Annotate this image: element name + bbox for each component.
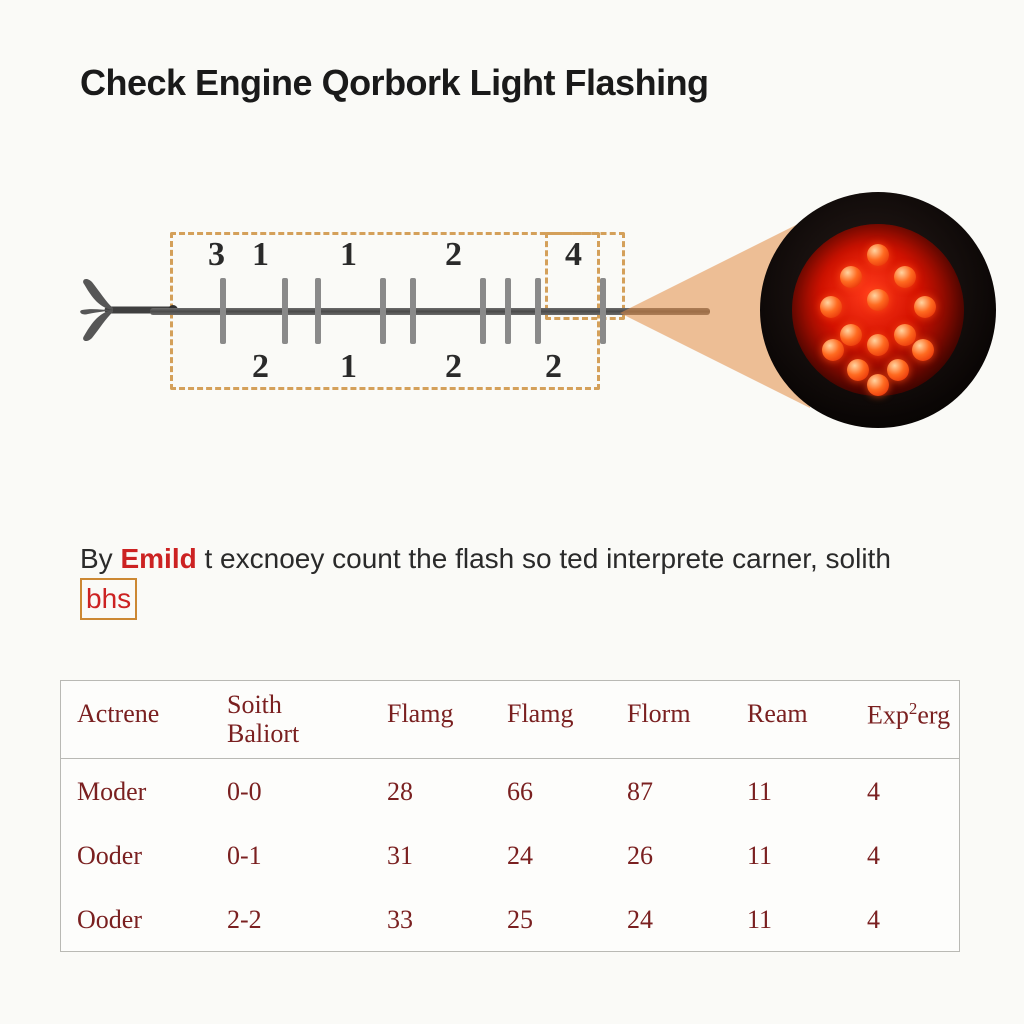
table-cell: 31 bbox=[371, 823, 491, 887]
led-dot bbox=[914, 296, 936, 318]
table-cell: 33 bbox=[371, 887, 491, 951]
timeline-tick bbox=[220, 278, 226, 344]
led-lamp bbox=[760, 192, 996, 428]
led-dot bbox=[840, 266, 862, 288]
table-header-cell: Flamg bbox=[371, 681, 491, 758]
timeline-tick bbox=[535, 278, 541, 344]
page-title: Check Engine Qorbork Light Flashing bbox=[80, 62, 709, 104]
desc-odd: cnoey bbox=[250, 543, 325, 574]
codes-table: ActreneSoithBaliortFlamgFlamgFlormReamEx… bbox=[60, 680, 960, 952]
dashed-region-last bbox=[545, 232, 625, 320]
table-row: Ooder2-2332524114 bbox=[61, 887, 959, 951]
table-cell: 0-0 bbox=[211, 759, 371, 823]
led-lamp-face bbox=[792, 224, 964, 396]
desc-box: bhs bbox=[80, 578, 137, 620]
table-cell: 11 bbox=[731, 887, 851, 951]
table-cell: Ooder bbox=[61, 887, 211, 951]
table-cell: 4 bbox=[851, 823, 961, 887]
table-row: Ooder0-1312426114 bbox=[61, 823, 959, 887]
timeline-tick bbox=[600, 278, 606, 344]
led-dot bbox=[867, 244, 889, 266]
timeline-number-bottom: 2 bbox=[445, 348, 462, 386]
timeline-number-bottom: 2 bbox=[545, 348, 562, 386]
led-dot bbox=[840, 324, 862, 346]
table-cell: 87 bbox=[611, 759, 731, 823]
timeline-tick bbox=[380, 278, 386, 344]
table-cell: 11 bbox=[731, 759, 851, 823]
table-header-cell: Flamg bbox=[491, 681, 611, 758]
desc-mid2: count the flash so ted interprete carner… bbox=[324, 543, 891, 574]
table-cell: 4 bbox=[851, 887, 961, 951]
table-cell: Moder bbox=[61, 759, 211, 823]
table-header-cell: SoithBaliort bbox=[211, 681, 371, 758]
table-header-cell: Ream bbox=[731, 681, 851, 758]
desc-pre: By bbox=[80, 543, 120, 574]
table-cell: 4 bbox=[851, 759, 961, 823]
led-dot bbox=[894, 324, 916, 346]
table-cell: 26 bbox=[611, 823, 731, 887]
table-cell: 24 bbox=[611, 887, 731, 951]
timeline-tick bbox=[505, 278, 511, 344]
flash-diagram: 311242122 bbox=[60, 200, 960, 460]
timeline-number-top: 1 bbox=[340, 236, 357, 274]
table-row: Moder0-0286687114 bbox=[61, 759, 959, 823]
table-header-cell: Florm bbox=[611, 681, 731, 758]
timeline-number-bottom: 1 bbox=[340, 348, 357, 386]
led-dot bbox=[867, 374, 889, 396]
table-header-row: ActreneSoithBaliortFlamgFlamgFlormReamEx… bbox=[61, 681, 959, 759]
led-dot bbox=[820, 296, 842, 318]
led-dot bbox=[867, 334, 889, 356]
table-cell: 66 bbox=[491, 759, 611, 823]
desc-emph: Emild bbox=[120, 543, 196, 574]
led-dot bbox=[822, 339, 844, 361]
timeline-number-top: 3 bbox=[208, 236, 225, 274]
table-cell: Ooder bbox=[61, 823, 211, 887]
timeline-tick bbox=[410, 278, 416, 344]
table-header-cell: Exp2erg bbox=[851, 681, 961, 758]
table-header-cell: Actrene bbox=[61, 681, 211, 758]
timeline-number-top: 2 bbox=[445, 236, 462, 274]
table-cell: 28 bbox=[371, 759, 491, 823]
led-dot bbox=[887, 359, 909, 381]
led-dot bbox=[912, 339, 934, 361]
timeline-tick bbox=[315, 278, 321, 344]
description-text: By Emild t excnoey count the flash so te… bbox=[80, 540, 940, 620]
timeline-number-top: 4 bbox=[565, 236, 582, 274]
table-cell: 11 bbox=[731, 823, 851, 887]
timeline-tick bbox=[480, 278, 486, 344]
table-cell: 24 bbox=[491, 823, 611, 887]
timeline-number-bottom: 2 bbox=[252, 348, 269, 386]
table-cell: 0-1 bbox=[211, 823, 371, 887]
led-dot bbox=[867, 289, 889, 311]
led-dot bbox=[894, 266, 916, 288]
table-cell: 25 bbox=[491, 887, 611, 951]
timeline-tick bbox=[282, 278, 288, 344]
timeline-number-top: 1 bbox=[252, 236, 269, 274]
desc-mid1: t ex bbox=[197, 543, 250, 574]
table-cell: 2-2 bbox=[211, 887, 371, 951]
led-dot bbox=[847, 359, 869, 381]
